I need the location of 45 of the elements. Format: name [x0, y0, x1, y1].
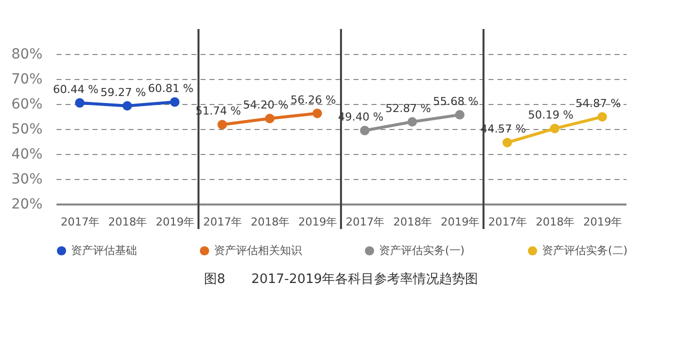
y-tick-label: 50% [11, 122, 42, 138]
legend-label: 资产评估实务(一) [379, 244, 465, 257]
data-label: 60.81 % [148, 82, 194, 95]
x-tick-label: 2019年 [583, 216, 622, 228]
x-tick-label: 2018年 [250, 216, 290, 228]
data-label: 60.44 % [53, 82, 98, 96]
data-label: 56.26 % [290, 93, 336, 106]
point [598, 112, 607, 122]
x-tick-label: 2017年 [346, 216, 385, 228]
legend-label: 资产评估相关知识 [214, 244, 302, 257]
point [502, 138, 512, 148]
point [218, 120, 227, 130]
point [312, 108, 322, 118]
y-tick-label: 30% [11, 172, 42, 188]
x-tick-label: 2019年 [440, 216, 480, 228]
x-tick-label: 2018年 [536, 216, 575, 228]
data-label: 54.87 % [576, 96, 621, 110]
x-tick-label: 2018年 [393, 216, 432, 228]
legend-label: 资产评估基础 [71, 244, 137, 257]
x-tick-label: 2019年 [298, 216, 338, 228]
y-tick-label: 20% [11, 196, 42, 212]
x-tick-label: 2017年 [60, 216, 100, 228]
x-tick-label: 2018年 [108, 216, 148, 228]
point [360, 126, 370, 136]
y-tick-label: 40% [11, 146, 42, 162]
y-tick-label: 70% [11, 72, 42, 88]
point [550, 124, 560, 134]
point [455, 110, 464, 120]
legend-label: 资产评估实务(二) [542, 244, 628, 257]
y-tick-label: 80% [11, 46, 42, 62]
data-label: 50.19 % [528, 108, 574, 122]
point [122, 101, 132, 111]
data-label: 52.87 % [386, 102, 431, 115]
data-label: 59.27 % [100, 86, 146, 99]
x-tick-label: 2019年 [156, 216, 195, 228]
text: 图8 2017-2019年各科目参考率情况趋势图 [204, 271, 478, 287]
x-tick-label: 2017年 [488, 216, 528, 228]
data-label: 55.68 % [433, 94, 478, 108]
point [265, 114, 274, 124]
point [408, 117, 417, 127]
point [170, 97, 180, 107]
data-label: 54.20 % [243, 98, 288, 112]
y-tick-label: 60% [11, 96, 42, 112]
point [75, 98, 84, 108]
x-tick-label: 2017年 [203, 216, 242, 228]
